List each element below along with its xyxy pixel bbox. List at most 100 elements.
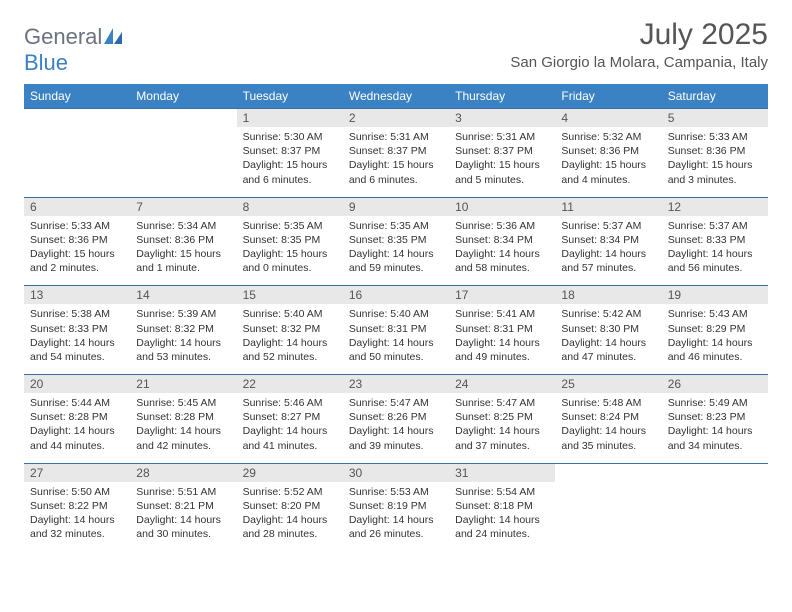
sunset-line: Sunset: 8:34 PM [455, 233, 549, 247]
day-number-cell [662, 463, 768, 482]
daylight-line: Daylight: 14 hours and 50 minutes. [349, 336, 443, 364]
day-number: 20 [24, 375, 130, 393]
day-number-cell: 9 [343, 197, 449, 216]
title-block: July 2025 San Giorgio la Molara, Campani… [510, 18, 768, 71]
day-number: 19 [662, 286, 768, 304]
sunrise-line: Sunrise: 5:31 AM [349, 130, 443, 144]
day-content-cell: Sunrise: 5:47 AMSunset: 8:26 PMDaylight:… [343, 393, 449, 463]
sunrise-line: Sunrise: 5:49 AM [668, 396, 762, 410]
daylight-line: Daylight: 14 hours and 49 minutes. [455, 336, 549, 364]
day-number: 4 [555, 109, 661, 127]
day-number: 24 [449, 375, 555, 393]
day-number-cell: 5 [662, 109, 768, 128]
day-number-cell: 13 [24, 286, 130, 305]
day-number-cell: 27 [24, 463, 130, 482]
day-number: 5 [662, 109, 768, 127]
day-number: 18 [555, 286, 661, 304]
weekday-header: Monday [130, 84, 236, 109]
day-content-cell [555, 482, 661, 552]
day-number: 9 [343, 198, 449, 216]
day-number-cell: 7 [130, 197, 236, 216]
day-content-cell: Sunrise: 5:31 AMSunset: 8:37 PMDaylight:… [343, 127, 449, 197]
day-number: 27 [24, 464, 130, 482]
day-content-cell: Sunrise: 5:49 AMSunset: 8:23 PMDaylight:… [662, 393, 768, 463]
day-content-cell: Sunrise: 5:37 AMSunset: 8:34 PMDaylight:… [555, 216, 661, 286]
sunset-line: Sunset: 8:31 PM [455, 322, 549, 336]
daylight-line: Daylight: 14 hours and 39 minutes. [349, 424, 443, 452]
day-number-cell: 31 [449, 463, 555, 482]
sunrise-line: Sunrise: 5:47 AM [349, 396, 443, 410]
day-number-cell: 17 [449, 286, 555, 305]
day-number: 17 [449, 286, 555, 304]
sunset-line: Sunset: 8:36 PM [668, 144, 762, 158]
sunrise-line: Sunrise: 5:48 AM [561, 396, 655, 410]
daylight-line: Daylight: 14 hours and 28 minutes. [243, 513, 337, 541]
day-number-cell: 14 [130, 286, 236, 305]
sunrise-line: Sunrise: 5:34 AM [136, 219, 230, 233]
day-content-cell: Sunrise: 5:35 AMSunset: 8:35 PMDaylight:… [237, 216, 343, 286]
sunrise-line: Sunrise: 5:44 AM [30, 396, 124, 410]
day-number-cell: 28 [130, 463, 236, 482]
day-content-cell: Sunrise: 5:33 AMSunset: 8:36 PMDaylight:… [24, 216, 130, 286]
sunrise-line: Sunrise: 5:35 AM [243, 219, 337, 233]
sunset-line: Sunset: 8:23 PM [668, 410, 762, 424]
sunrise-line: Sunrise: 5:42 AM [561, 307, 655, 321]
day-number: 8 [237, 198, 343, 216]
sunrise-line: Sunrise: 5:33 AM [30, 219, 124, 233]
daylight-line: Daylight: 14 hours and 57 minutes. [561, 247, 655, 275]
day-number: 14 [130, 286, 236, 304]
daylight-line: Daylight: 14 hours and 58 minutes. [455, 247, 549, 275]
sunrise-line: Sunrise: 5:46 AM [243, 396, 337, 410]
day-number: 10 [449, 198, 555, 216]
weekday-header: Saturday [662, 84, 768, 109]
day-number: 25 [555, 375, 661, 393]
day-content-cell: Sunrise: 5:54 AMSunset: 8:18 PMDaylight:… [449, 482, 555, 552]
sunset-line: Sunset: 8:18 PM [455, 499, 549, 513]
sunset-line: Sunset: 8:37 PM [349, 144, 443, 158]
location: San Giorgio la Molara, Campania, Italy [510, 54, 768, 71]
day-number: 7 [130, 198, 236, 216]
day-number: 30 [343, 464, 449, 482]
daylight-line: Daylight: 14 hours and 42 minutes. [136, 424, 230, 452]
sunset-line: Sunset: 8:35 PM [349, 233, 443, 247]
sunrise-line: Sunrise: 5:37 AM [561, 219, 655, 233]
sunrise-line: Sunrise: 5:40 AM [243, 307, 337, 321]
sunset-line: Sunset: 8:37 PM [455, 144, 549, 158]
daylight-line: Daylight: 14 hours and 54 minutes. [30, 336, 124, 364]
day-content-cell: Sunrise: 5:44 AMSunset: 8:28 PMDaylight:… [24, 393, 130, 463]
sunset-line: Sunset: 8:32 PM [243, 322, 337, 336]
daylight-line: Daylight: 14 hours and 30 minutes. [136, 513, 230, 541]
sunset-line: Sunset: 8:37 PM [243, 144, 337, 158]
weekday-header: Wednesday [343, 84, 449, 109]
day-number-cell: 10 [449, 197, 555, 216]
day-content-cell: Sunrise: 5:47 AMSunset: 8:25 PMDaylight:… [449, 393, 555, 463]
day-content-cell: Sunrise: 5:43 AMSunset: 8:29 PMDaylight:… [662, 304, 768, 374]
daylight-line: Daylight: 14 hours and 52 minutes. [243, 336, 337, 364]
day-content-cell: Sunrise: 5:41 AMSunset: 8:31 PMDaylight:… [449, 304, 555, 374]
month-title: July 2025 [510, 18, 768, 52]
sunrise-line: Sunrise: 5:40 AM [349, 307, 443, 321]
daylight-line: Daylight: 14 hours and 59 minutes. [349, 247, 443, 275]
day-content-cell: Sunrise: 5:33 AMSunset: 8:36 PMDaylight:… [662, 127, 768, 197]
sunrise-line: Sunrise: 5:50 AM [30, 485, 124, 499]
daylight-line: Daylight: 15 hours and 0 minutes. [243, 247, 337, 275]
daylight-line: Daylight: 15 hours and 2 minutes. [30, 247, 124, 275]
day-content-cell: Sunrise: 5:48 AMSunset: 8:24 PMDaylight:… [555, 393, 661, 463]
sunset-line: Sunset: 8:33 PM [668, 233, 762, 247]
sunset-line: Sunset: 8:26 PM [349, 410, 443, 424]
sunrise-line: Sunrise: 5:31 AM [455, 130, 549, 144]
day-content-cell: Sunrise: 5:36 AMSunset: 8:34 PMDaylight:… [449, 216, 555, 286]
sunset-line: Sunset: 8:31 PM [349, 322, 443, 336]
day-number-cell: 29 [237, 463, 343, 482]
day-number-cell: 4 [555, 109, 661, 128]
sunrise-line: Sunrise: 5:45 AM [136, 396, 230, 410]
day-number-cell: 23 [343, 375, 449, 394]
daylight-line: Daylight: 14 hours and 26 minutes. [349, 513, 443, 541]
day-number-cell: 8 [237, 197, 343, 216]
day-content-cell: Sunrise: 5:39 AMSunset: 8:32 PMDaylight:… [130, 304, 236, 374]
sunset-line: Sunset: 8:34 PM [561, 233, 655, 247]
day-content-cell: Sunrise: 5:52 AMSunset: 8:20 PMDaylight:… [237, 482, 343, 552]
sunrise-line: Sunrise: 5:41 AM [455, 307, 549, 321]
sunset-line: Sunset: 8:27 PM [243, 410, 337, 424]
weekday-header: Sunday [24, 84, 130, 109]
